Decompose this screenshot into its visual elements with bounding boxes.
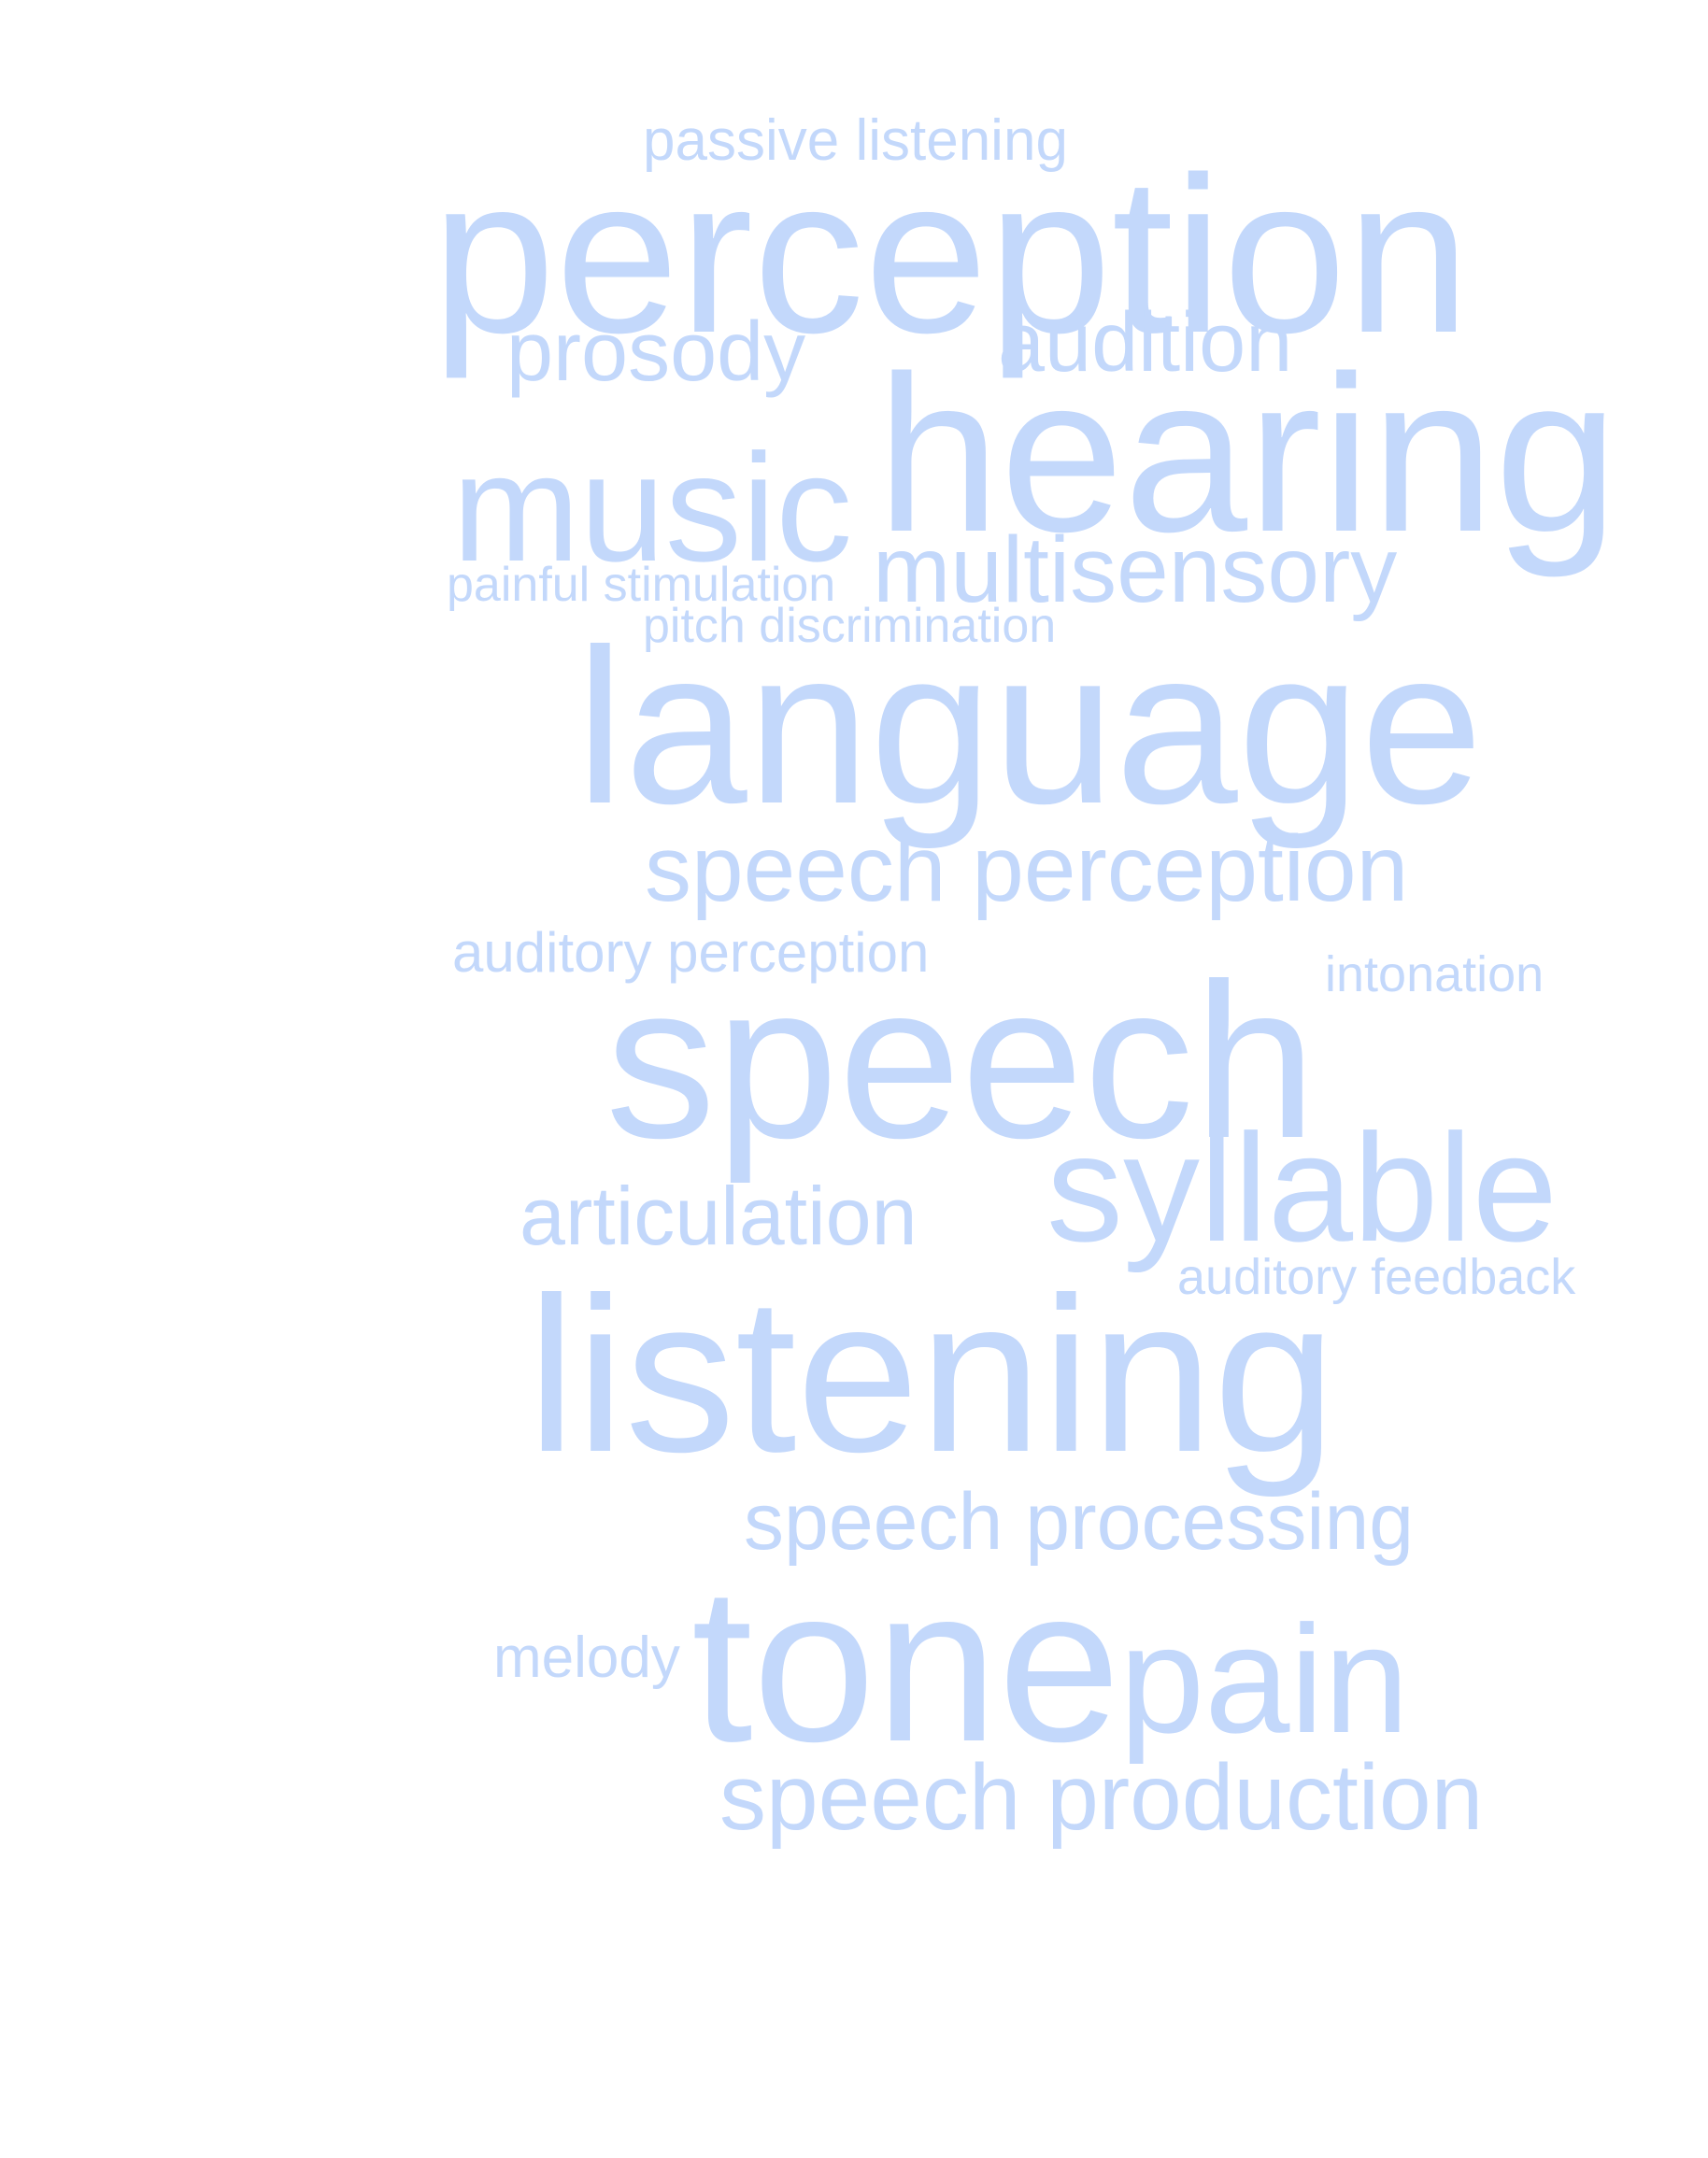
word-syllable: syllable (1046, 1102, 1558, 1273)
word-painful-stimulation: painful stimulation (447, 558, 836, 612)
word-perception: perception (432, 132, 1471, 379)
word-articulation: articulation (520, 1170, 918, 1262)
word-listening: listening (527, 1252, 1336, 1498)
word-speech-perception: speech perception (645, 816, 1409, 921)
word-multisensory: multisensory (873, 518, 1398, 622)
word-language: language (576, 603, 1484, 850)
word-pain: pain (1119, 1594, 1410, 1765)
word-pitch-discrimination: pitch discrimination (643, 599, 1057, 653)
word-speech-processing: speech processing (744, 1477, 1415, 1567)
word-speech-production: speech production (719, 1745, 1484, 1850)
word-auditory-feedback: auditory feedback (1177, 1249, 1576, 1305)
word-intonation: intonation (1325, 946, 1544, 1002)
word-passive-listening: passive listening (643, 108, 1068, 173)
word-prosody: prosody (506, 305, 806, 399)
word-auditory-perception: auditory perception (452, 921, 930, 984)
word-hearing: hearing (876, 331, 1618, 578)
word-melody: melody (493, 1626, 680, 1690)
word-audition: audition (998, 296, 1293, 390)
word-music: music (452, 422, 853, 593)
word-speech: speech (605, 938, 1317, 1185)
word-tone: tone (691, 1541, 1121, 1788)
